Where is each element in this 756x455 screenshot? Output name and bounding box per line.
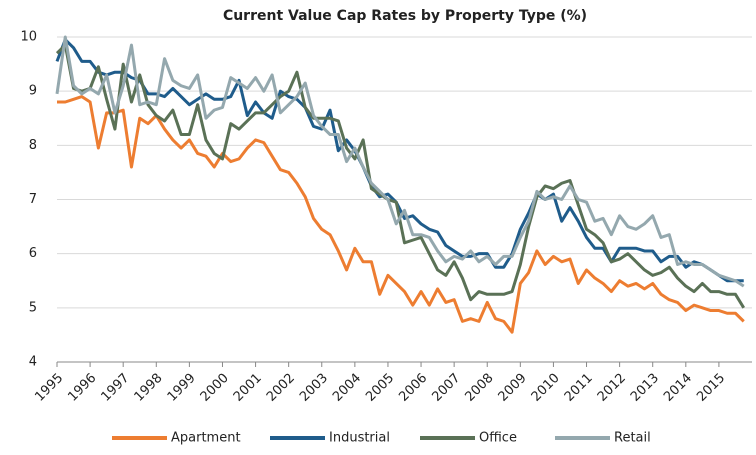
legend-label: Office xyxy=(479,431,517,446)
y-tick-label: 9 xyxy=(29,84,37,99)
legend-label: Retail xyxy=(614,431,651,446)
x-tick-label: 2008 xyxy=(463,371,497,405)
series-line xyxy=(55,43,746,309)
x-tick-label: 1995 xyxy=(32,371,66,405)
y-tick-label: 5 xyxy=(29,300,37,315)
series-line xyxy=(55,38,744,283)
x-tick-label: 2011 xyxy=(562,371,596,405)
legend-label: Industrial xyxy=(329,431,390,446)
y-tick-label: 6 xyxy=(29,246,37,261)
x-tick-label: 2015 xyxy=(694,371,728,405)
x-tick-label: 2006 xyxy=(396,371,430,405)
x-tick-label: 2012 xyxy=(595,371,629,405)
x-tick-label: 2004 xyxy=(330,371,364,405)
y-tick-label: 8 xyxy=(29,138,37,153)
legend-label: Apartment xyxy=(171,431,241,446)
x-tick-label: 2005 xyxy=(363,371,397,405)
x-tick-label: 2001 xyxy=(231,371,265,405)
x-tick-label: 2013 xyxy=(628,371,662,405)
y-tick-label: 10 xyxy=(20,30,37,45)
x-tick-label: 1996 xyxy=(65,371,99,405)
x-tick-label: 1997 xyxy=(98,371,132,405)
x-tick-label: 2002 xyxy=(264,371,298,405)
chart-title: Current Value Cap Rates by Property Type… xyxy=(223,8,587,24)
series-line xyxy=(55,35,745,288)
series-line xyxy=(57,95,745,334)
x-tick-label: 2003 xyxy=(297,371,331,405)
x-tick-label: 1999 xyxy=(165,371,199,405)
x-tick-label: 2000 xyxy=(198,371,232,405)
y-tick-label: 7 xyxy=(29,192,37,207)
x-tick-label: 2007 xyxy=(429,371,463,405)
x-tick-label: 2009 xyxy=(496,371,530,405)
x-tick-label: 2010 xyxy=(529,371,563,405)
x-tick-label: 2014 xyxy=(661,371,695,405)
y-tick-label: 4 xyxy=(29,355,37,370)
x-tick-label: 1998 xyxy=(132,371,166,405)
